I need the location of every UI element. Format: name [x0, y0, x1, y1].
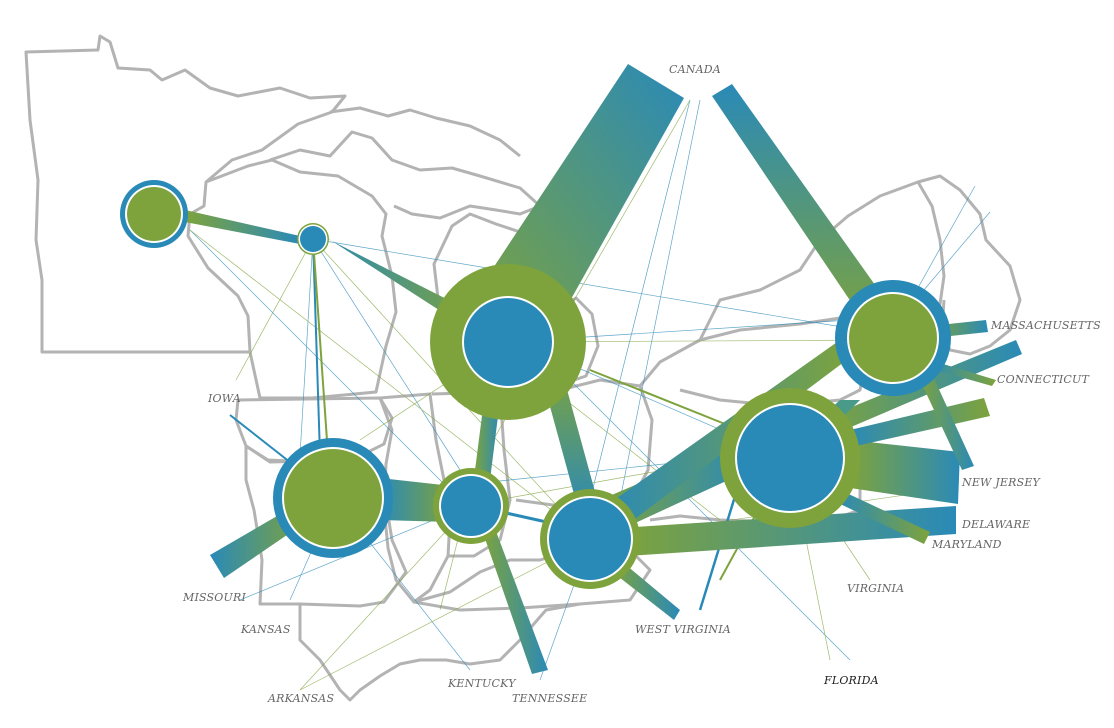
label-new-jersey: NEW JERSEY [962, 476, 1041, 489]
flow-thin [189, 229, 471, 511]
flow-thin [189, 229, 591, 541]
node-new-york [835, 280, 951, 396]
flow-pa-to-connecticut [850, 398, 990, 446]
flow-pa-to-new-jersey [850, 440, 960, 504]
label-connecticut: CONNECTICUT [997, 373, 1090, 386]
flow-medium [589, 369, 741, 431]
label-iowa: IOWA [208, 392, 241, 405]
flow-medium [312, 238, 329, 456]
label-tennessee: TENNESSEE [512, 692, 588, 705]
flow-medium [312, 238, 321, 456]
minnesota-outline [24, 34, 347, 354]
node-wisconsin [297, 223, 329, 255]
thin-flow-lines [189, 99, 991, 691]
label-kentucky: KENTUCKY [448, 677, 516, 690]
flow-canada-to-ny [712, 84, 900, 336]
label-delaware: DELAWARE [962, 518, 1031, 531]
flow-thin [235, 238, 314, 381]
nodes [120, 180, 951, 589]
flow-thin [299, 504, 471, 691]
label-virginia: VIRGINIA [847, 582, 905, 595]
flow-pa-to-maryland [836, 490, 930, 544]
label-missouri: MISSOURI [183, 591, 247, 604]
flow-thin [312, 238, 861, 331]
node-missouri-illinois [273, 438, 393, 558]
upper-michigan-outline [269, 130, 542, 220]
label-west-virginia: WEST VIRGINIA [635, 623, 731, 636]
flow-thin [299, 238, 314, 456]
label-kansas: KANSAS [241, 623, 291, 636]
flow-thin [299, 539, 591, 691]
label-canada: CANADA [669, 63, 721, 76]
wisconsin-outline [205, 158, 398, 400]
label-arkansas: ARKANSAS [268, 692, 335, 705]
label-maryland: MARYLAND [932, 538, 1002, 551]
flow-ny-to-new-jersey [920, 374, 974, 470]
lake-superior-shore [329, 106, 521, 158]
node-indiana [433, 468, 509, 544]
node-ohio [540, 489, 640, 589]
flow-ky-to-tennessee [482, 526, 548, 674]
flow-thin [312, 238, 461, 471]
label-massachusetts: MASSACHUSETTS [991, 319, 1101, 332]
flow-thin [619, 99, 701, 501]
flow-mi-to-ky [474, 400, 500, 480]
arkansas-tennessee-outline [298, 602, 581, 702]
new-england-outline [917, 174, 1022, 356]
node-michigan [430, 264, 586, 420]
label-florida: FLORIDA [824, 674, 879, 687]
flow-ny-to-connecticut [928, 360, 996, 386]
node-pennsylvania [720, 388, 860, 528]
node-minnesota [120, 180, 188, 248]
flow-thin [559, 369, 851, 661]
flow-mn-to-wi [185, 210, 300, 244]
flow-thin [589, 99, 691, 501]
flow-ky-to-wv [610, 560, 680, 620]
